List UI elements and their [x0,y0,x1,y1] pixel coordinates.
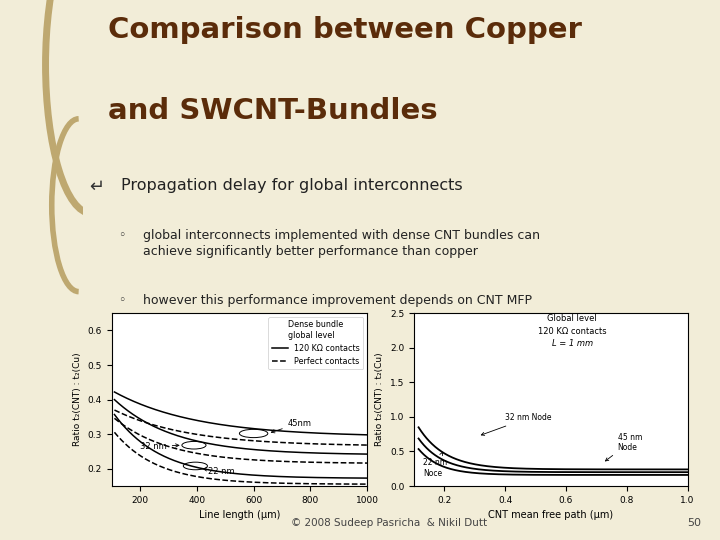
Text: 50: 50 [687,518,701,528]
Text: Global level: Global level [547,314,597,323]
Text: global interconnects implemented with dense CNT bundles can
achieve significantl: global interconnects implemented with de… [143,230,540,258]
Text: ◦: ◦ [118,294,125,307]
Legend: 120 KΩ contacts, Perfect contacts: 120 KΩ contacts, Perfect contacts [269,317,363,369]
Text: 45 nm
Node: 45 nm Node [606,433,642,461]
Text: ↵: ↵ [89,178,104,196]
Text: and SWCNT-Bundles: and SWCNT-Bundles [108,97,438,125]
Text: Propagation delay for global interconnects: Propagation delay for global interconnec… [121,178,463,193]
Y-axis label: Ratio t₂(CNT) : t₂(Cu): Ratio t₂(CNT) : t₂(Cu) [375,353,384,447]
Text: 32 nm Node: 32 nm Node [482,413,552,435]
Text: Comparison between Copper: Comparison between Copper [108,16,582,44]
X-axis label: CNT mean free path (μm): CNT mean free path (μm) [488,510,613,520]
Text: 120 KΩ contacts: 120 KΩ contacts [538,327,606,336]
Y-axis label: Ratio t₂(CNT) : t₂(Cu): Ratio t₂(CNT) : t₂(Cu) [73,353,82,447]
Text: 45nm: 45nm [271,418,312,433]
Text: ◦: ◦ [118,230,125,242]
Text: 32 nm: 32 nm [140,442,179,451]
Text: however this performance improvement depends on CNT MFP: however this performance improvement dep… [143,294,532,307]
Text: L = 1 mm: L = 1 mm [552,339,593,348]
Text: 22 nm
Noce: 22 nm Noce [423,453,447,478]
X-axis label: Line length (μm): Line length (μm) [199,510,280,520]
Text: © 2008 Sudeep Pasricha  & Nikil Dutt: © 2008 Sudeep Pasricha & Nikil Dutt [291,518,487,528]
Text: 22 nm: 22 nm [202,467,235,476]
